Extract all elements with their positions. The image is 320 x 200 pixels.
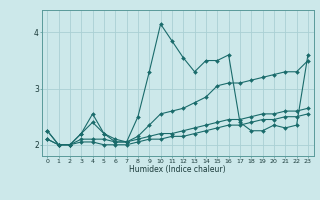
X-axis label: Humidex (Indice chaleur): Humidex (Indice chaleur) (129, 165, 226, 174)
